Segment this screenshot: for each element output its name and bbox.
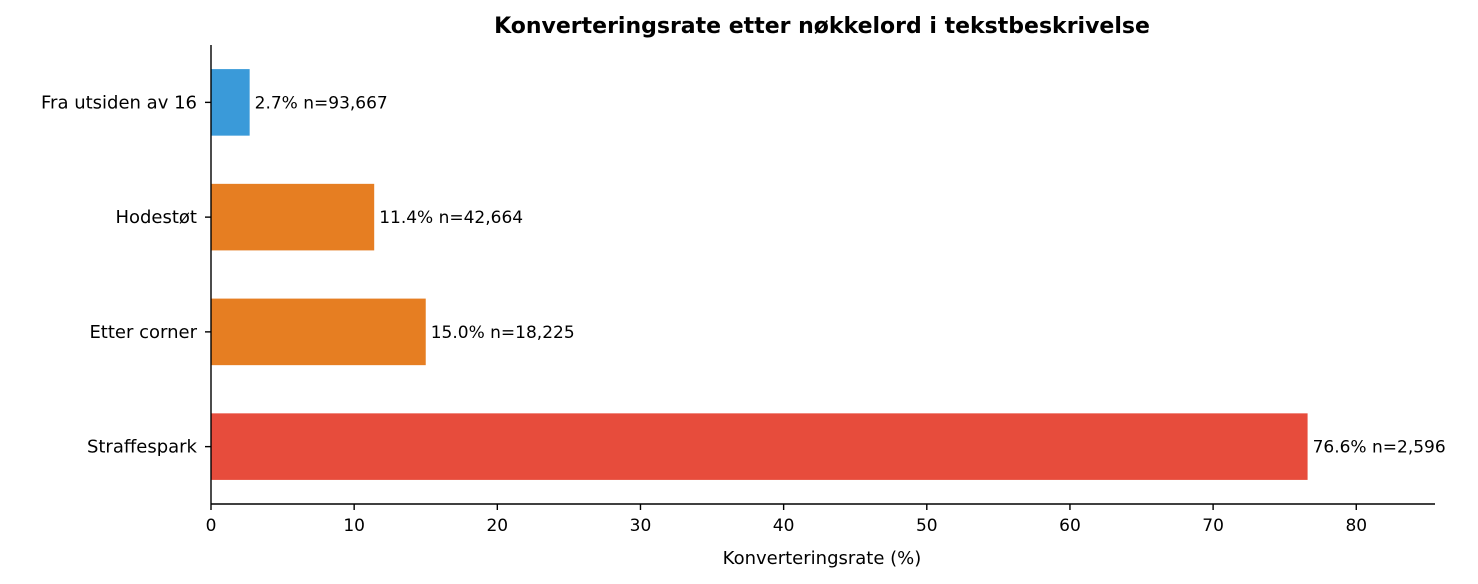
bar-data-label: 11.4% n=42,664 (379, 208, 523, 228)
data-labels-group: 2.7% n=93,667 11.4% n=42,664 15.0% n=18,22… (255, 93, 1446, 457)
x-tick-label: 40 (773, 516, 795, 536)
x-tick-label: 50 (916, 516, 938, 536)
x-tick-label: 60 (1059, 516, 1081, 536)
bars-group (211, 69, 1308, 480)
x-tick-label: 10 (343, 516, 365, 536)
bar (211, 413, 1308, 480)
bar (211, 69, 250, 136)
bar-data-label: 76.6% n=2,596 (1313, 438, 1446, 458)
bar-data-label: 2.7% n=93,667 (255, 93, 388, 113)
bar-data-label: 15.0% n=18,225 (431, 323, 575, 343)
x-tick-label: 70 (1202, 516, 1224, 536)
bar (211, 298, 426, 366)
category-label: Straffespark (87, 437, 198, 458)
x-tick-label: 20 (486, 516, 508, 536)
chart-title: Konverteringsrate etter nøkkelord i teks… (494, 14, 1150, 39)
x-axis-ticks-group: 0 10 20 30 40 50 60 70 80 (206, 504, 1367, 536)
bar (211, 183, 375, 251)
x-axis-title: Konverteringsrate (%) (723, 548, 922, 569)
category-label: Fra utsiden av 16 (41, 92, 197, 113)
category-labels-group: Fra utsiden av 16 Hodestøt Etter corner Str… (41, 92, 211, 458)
category-label: Etter corner (89, 322, 197, 343)
x-tick-label: 80 (1345, 516, 1367, 536)
x-tick-label: 0 (206, 516, 217, 536)
category-label: Hodestøt (115, 207, 197, 228)
x-tick-label: 30 (630, 516, 652, 536)
